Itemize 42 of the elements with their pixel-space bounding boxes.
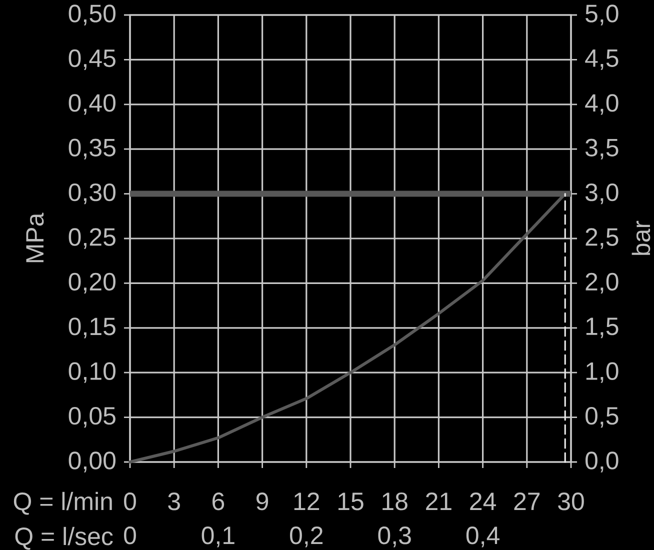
y2-tick-label: 1,5 <box>586 318 618 338</box>
y-tick-label: 0,25 <box>68 228 116 249</box>
y2-tick-label: 4,5 <box>585 50 618 70</box>
x2-tick-label: 0,2 <box>290 526 323 548</box>
y-tick-label: 0,35 <box>68 138 116 160</box>
y2-tick-label: 4,0 <box>585 94 618 115</box>
y-tick-label: 0,05 <box>68 406 116 428</box>
y2-tick-label: 2,5 <box>586 228 618 249</box>
y-tick-label: 0,50 <box>68 4 116 26</box>
y-tick-label: 0,30 <box>68 183 116 204</box>
x2-tick-label: 0,4 <box>466 526 500 548</box>
x-tick-label: 6 <box>212 492 224 510</box>
y2-axis-title: bar <box>632 220 650 255</box>
x-tick-label: 15 <box>338 492 364 510</box>
y2-tick-label: 0,5 <box>586 406 618 428</box>
x-tick-label: 30 <box>558 492 584 510</box>
y2-tick-label: 3,0 <box>585 183 618 204</box>
x-axis-title: Q = l/min <box>14 492 112 515</box>
x-tick-label: 27 <box>514 492 540 510</box>
x-tick-label: 18 <box>382 492 408 510</box>
y-axis-title: MPa <box>26 212 44 262</box>
x-tick-label: 0 <box>124 492 136 510</box>
y-tick-label: 0,20 <box>68 272 116 294</box>
y-tick-label: 0,45 <box>68 49 116 70</box>
y-tick-label: 0,00 <box>68 452 116 472</box>
y2-tick-label: 3,5 <box>585 138 618 160</box>
x-tick-label: 3 <box>168 492 180 510</box>
x-tick-label: 21 <box>426 492 452 510</box>
x2-axis-title: Q = l/sec <box>15 526 113 550</box>
y-tick-label: 0,10 <box>68 362 116 383</box>
x2-tick-label: 0,3 <box>378 526 411 548</box>
x-tick-label: 24 <box>470 492 496 510</box>
y2-tick-label: 1,0 <box>586 362 618 383</box>
y2-tick-label: 0,0 <box>586 452 618 472</box>
y2-tick-label: 5,0 <box>586 4 618 26</box>
x2-tick-label: 0,1 <box>202 526 234 548</box>
x-tick-label: 12 <box>294 492 320 510</box>
y-tick-label: 0,40 <box>68 94 116 115</box>
x2-tick-label: 0 <box>124 526 136 544</box>
y2-tick-label: 2,0 <box>586 272 618 294</box>
x-tick-label: 9 <box>256 492 268 510</box>
y-tick-label: 0,15 <box>68 318 116 338</box>
